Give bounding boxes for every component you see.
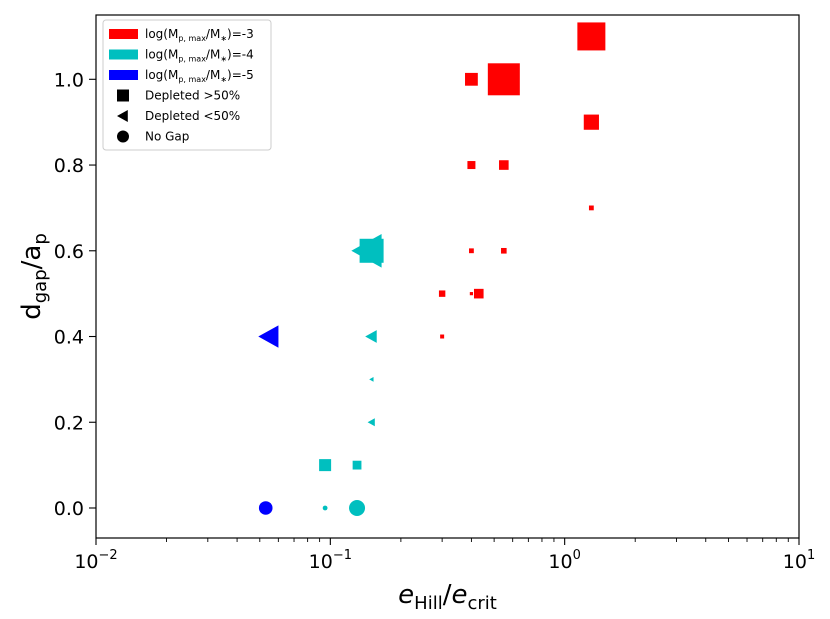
data-point-triangle bbox=[365, 330, 377, 343]
data-point-square bbox=[473, 288, 484, 299]
legend-entry: No Gap bbox=[117, 130, 189, 144]
plot-area bbox=[258, 22, 606, 516]
data-point-circle bbox=[322, 505, 328, 511]
legend-marker-triangle bbox=[117, 110, 128, 122]
data-point-square bbox=[352, 460, 362, 470]
data-point-square bbox=[469, 292, 474, 296]
data-point-circle bbox=[349, 499, 366, 516]
data-point-square bbox=[438, 290, 446, 297]
y-tick-label: 0.8 bbox=[54, 155, 84, 177]
legend-label: log(Mp, max/M∗)=-5 bbox=[145, 68, 254, 84]
data-point-square bbox=[465, 72, 478, 86]
x-tick-label: 10−2 bbox=[74, 548, 117, 573]
legend-entry: log(Mp, max/M∗)=-4 bbox=[109, 48, 254, 64]
legend-swatch bbox=[109, 29, 138, 39]
legend-entry: log(Mp, max/M∗)=-5 bbox=[109, 68, 254, 84]
data-point-circle bbox=[258, 501, 273, 515]
axes: 10−2 10−1 100 101 0.0 0.2 0.4 0.6 0.8 1.0 eHill/ec… bbox=[17, 14, 815, 614]
data-point-square bbox=[588, 205, 594, 211]
data-points bbox=[258, 22, 606, 516]
data-point-square bbox=[359, 238, 384, 263]
legend-label: No Gap bbox=[145, 130, 189, 144]
data-point-square bbox=[499, 160, 509, 170]
y-tick-label: 0.4 bbox=[54, 327, 84, 349]
data-point-square bbox=[319, 459, 332, 472]
legend-entry: log(Mp, max/M∗)=-3 bbox=[109, 27, 254, 43]
data-point-square bbox=[501, 247, 507, 254]
y-tick-label: 0.0 bbox=[54, 498, 84, 520]
x-tick-label: 101 bbox=[783, 548, 815, 573]
legend: log(Mp, max/M∗)=-3 log(Mp, max/M∗)=-4 log(… bbox=[102, 19, 272, 151]
legend-marker-square bbox=[117, 89, 129, 102]
legend-swatch bbox=[109, 70, 138, 80]
data-point-triangle bbox=[369, 376, 374, 382]
legend-label: log(Mp, max/M∗)=-3 bbox=[145, 27, 254, 43]
legend-box bbox=[102, 19, 272, 151]
x-tick-label: 10−1 bbox=[309, 548, 352, 573]
legend-entry: Depleted >50% bbox=[117, 89, 240, 103]
data-point-square bbox=[440, 334, 445, 339]
data-point-square bbox=[583, 114, 599, 130]
data-point-square bbox=[467, 161, 476, 170]
data-point-square bbox=[487, 63, 520, 96]
data-point-triangle bbox=[367, 418, 375, 427]
y-axis-label: dgap/ap bbox=[17, 233, 51, 320]
data-point-square bbox=[577, 22, 606, 51]
data-point-square bbox=[469, 248, 474, 254]
plot-frame bbox=[95, 14, 800, 539]
legend-label: log(Mp, max/M∗)=-4 bbox=[145, 48, 254, 64]
legend-swatch bbox=[109, 49, 138, 60]
legend-label: Depleted <50% bbox=[145, 109, 240, 123]
legend-marker-circle bbox=[117, 130, 129, 143]
y-tick-label: 0.6 bbox=[54, 241, 84, 263]
legend-label: Depleted >50% bbox=[145, 89, 240, 103]
legend-entry: Depleted <50% bbox=[117, 109, 240, 123]
x-axis-label: eHill/ecrit bbox=[398, 580, 497, 614]
y-tick-label: 0.2 bbox=[54, 412, 84, 434]
data-point-triangle bbox=[258, 325, 279, 348]
x-tick-label: 100 bbox=[548, 548, 580, 573]
y-tick-label: 1.0 bbox=[54, 69, 84, 91]
